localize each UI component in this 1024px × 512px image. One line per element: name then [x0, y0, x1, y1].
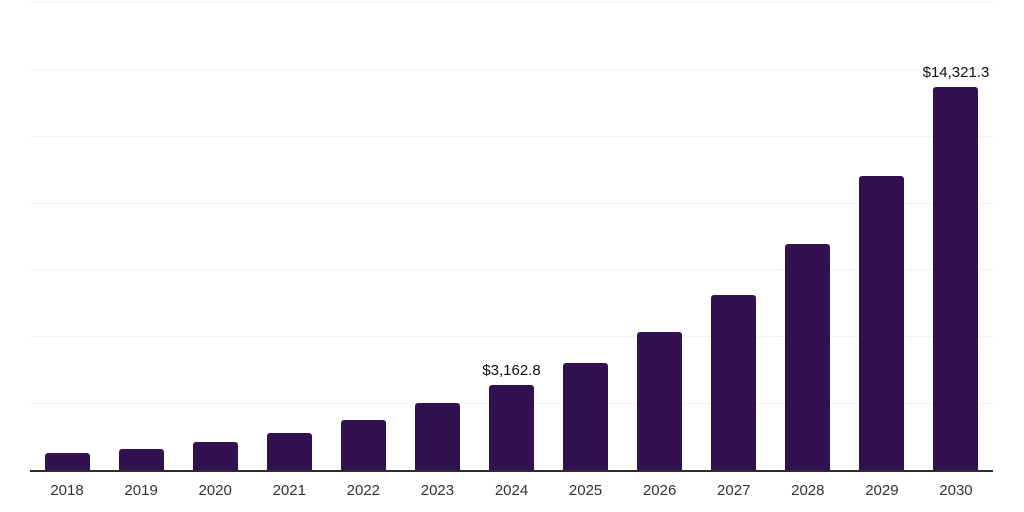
x-tick-2026: 2026 [642, 482, 677, 499]
bar-slot-2028 [771, 2, 845, 470]
bars: $3,162.8 $14,321.3 [30, 2, 993, 470]
x-tick-2024: 2024 [494, 482, 529, 499]
gridline [30, 135, 993, 137]
x-tick-2030: 2030 [939, 482, 973, 499]
bar-2026 [637, 332, 683, 470]
bar-slot-2019 [104, 2, 178, 470]
x-tick-2028: 2028 [791, 482, 825, 499]
x-axis-labels: 2018 2019 2020 2021 2022 2023 2024 2025 2026 2027… [30, 483, 993, 498]
bar-2022 [340, 420, 386, 470]
plot-area: $3,162.8 $14,321.3 [30, 2, 993, 472]
bar-slot-2029 [845, 2, 919, 470]
bar-slot-2018 [30, 2, 104, 470]
gridline [30, 68, 993, 70]
bar-slot-2024: $3,162.8 [474, 2, 548, 470]
bar-slot-2030: $14,321.3 [919, 2, 993, 470]
x-tick-2029: 2029 [865, 482, 899, 499]
bar-2021 [266, 433, 312, 470]
bar-2019 [118, 448, 164, 470]
bar-slot-2020 [178, 2, 252, 470]
bar-slot-2021 [252, 2, 326, 470]
bar-slot-2023 [400, 2, 474, 470]
bar-2018 [44, 452, 90, 470]
x-tick-2020: 2020 [198, 482, 232, 499]
gridline [30, 336, 993, 338]
x-tick-2027: 2027 [717, 482, 751, 499]
x-tick-2021: 2021 [272, 482, 306, 499]
bar-2030 [933, 87, 979, 470]
value-label-2024: $3,162.8 [482, 362, 541, 380]
bar-2025 [563, 363, 609, 470]
gridline [30, 2, 993, 3]
bar-slot-2026 [623, 2, 697, 470]
x-tick-2022: 2022 [346, 482, 381, 499]
bar-2024 [489, 385, 534, 470]
bar-2029 [859, 175, 905, 470]
x-tick-2018: 2018 [50, 482, 84, 499]
bar-slot-2022 [326, 2, 400, 470]
bar-2023 [414, 403, 460, 470]
x-tick-2023: 2023 [420, 482, 455, 499]
value-label-2030: $14,321.3 [922, 64, 990, 82]
gridline [30, 269, 993, 271]
bar-2020 [192, 441, 238, 470]
gridline [30, 202, 993, 204]
bar-2028 [785, 244, 831, 470]
bar-2027 [711, 294, 757, 470]
x-tick-2025: 2025 [568, 482, 603, 499]
bar-slot-2025 [549, 2, 623, 470]
x-tick-2019: 2019 [124, 482, 158, 499]
bar-slot-2027 [697, 2, 771, 470]
